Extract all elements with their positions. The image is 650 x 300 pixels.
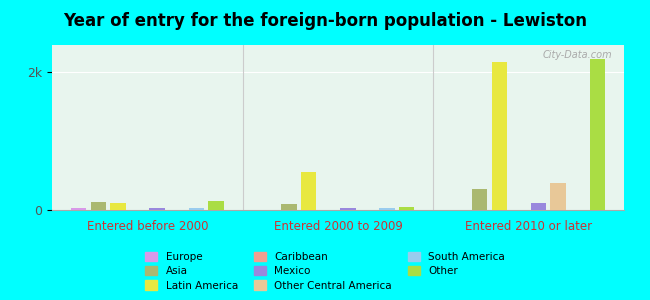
- Bar: [551, 182, 566, 210]
- Bar: [150, 208, 165, 210]
- Bar: [208, 201, 224, 210]
- Bar: [491, 62, 507, 210]
- Bar: [380, 208, 395, 210]
- Bar: [281, 204, 296, 210]
- Text: City-Data.com: City-Data.com: [543, 50, 612, 60]
- Bar: [590, 59, 605, 210]
- Bar: [340, 208, 356, 210]
- Bar: [301, 172, 317, 210]
- Bar: [531, 203, 546, 210]
- Bar: [399, 207, 414, 210]
- Text: Year of entry for the foreign-born population - Lewiston: Year of entry for the foreign-born popul…: [63, 12, 587, 30]
- Bar: [71, 208, 86, 210]
- Bar: [188, 208, 204, 210]
- Bar: [90, 202, 106, 210]
- Bar: [472, 189, 488, 210]
- Legend: Europe, Asia, Latin America, Caribbean, Mexico, Other Central America, South Ame: Europe, Asia, Latin America, Caribbean, …: [140, 248, 510, 295]
- Bar: [111, 203, 125, 210]
